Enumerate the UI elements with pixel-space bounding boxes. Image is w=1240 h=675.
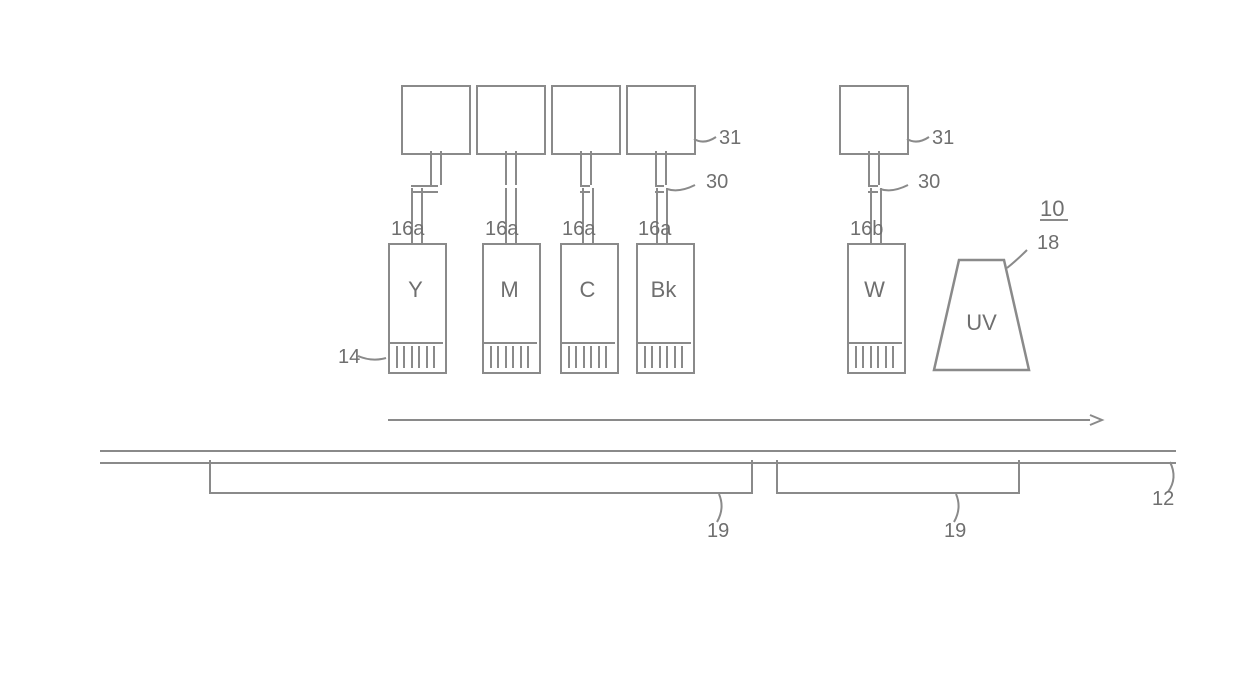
head-label-1: M bbox=[482, 277, 537, 303]
ref-16a-1: 16a bbox=[485, 218, 518, 241]
head-label-3: Bk bbox=[636, 277, 691, 303]
table-left bbox=[209, 460, 753, 494]
head-divider-1 bbox=[482, 342, 537, 344]
head-label-2: C bbox=[560, 277, 615, 303]
tank-3 bbox=[626, 85, 696, 155]
ref-30-a: 30 bbox=[706, 171, 728, 194]
head-label-4: W bbox=[847, 277, 902, 303]
ref-31-a: 31 bbox=[719, 127, 741, 150]
nozzles-2 bbox=[568, 346, 607, 368]
ref-30-b: 30 bbox=[918, 171, 940, 194]
ref-10: 10 bbox=[1040, 196, 1064, 222]
tube-top-0 bbox=[430, 151, 442, 185]
tube-top-2 bbox=[580, 151, 592, 185]
nozzles-4 bbox=[855, 346, 894, 368]
tube-top-4 bbox=[868, 151, 880, 185]
head-label-0: Y bbox=[388, 277, 443, 303]
nozzles-3 bbox=[644, 346, 683, 368]
diagram-canvas: 31 31 30 30 Y MC Bk W 16a 16a 16a 16a 16b 14 UV 18 10 12 1… bbox=[0, 0, 1240, 675]
ref-16b: 16b bbox=[850, 218, 883, 241]
tube-top-3 bbox=[655, 151, 667, 185]
ref-12: 12 bbox=[1152, 488, 1174, 511]
ref-19-left: 19 bbox=[707, 520, 729, 543]
ref-19-right: 19 bbox=[944, 520, 966, 543]
tank-2 bbox=[551, 85, 621, 155]
uv-label: UV bbox=[934, 310, 1029, 336]
ref-16a-3: 16a bbox=[638, 218, 671, 241]
nozzles-0 bbox=[396, 346, 435, 368]
head-divider-0 bbox=[388, 342, 443, 344]
tank-4 bbox=[839, 85, 909, 155]
ref-16a-2: 16a bbox=[562, 218, 595, 241]
nozzles-1 bbox=[490, 346, 529, 368]
head-divider-2 bbox=[560, 342, 615, 344]
head-divider-4 bbox=[847, 342, 902, 344]
ref-14: 14 bbox=[338, 346, 360, 369]
tank-1 bbox=[476, 85, 546, 155]
head-divider-3 bbox=[636, 342, 691, 344]
table-right bbox=[776, 460, 1020, 494]
tube-top-1 bbox=[505, 151, 517, 185]
ref-31-b: 31 bbox=[932, 127, 954, 150]
ref-18: 18 bbox=[1037, 232, 1059, 255]
ref-16a-0: 16a bbox=[391, 218, 424, 241]
tank-0 bbox=[401, 85, 471, 155]
